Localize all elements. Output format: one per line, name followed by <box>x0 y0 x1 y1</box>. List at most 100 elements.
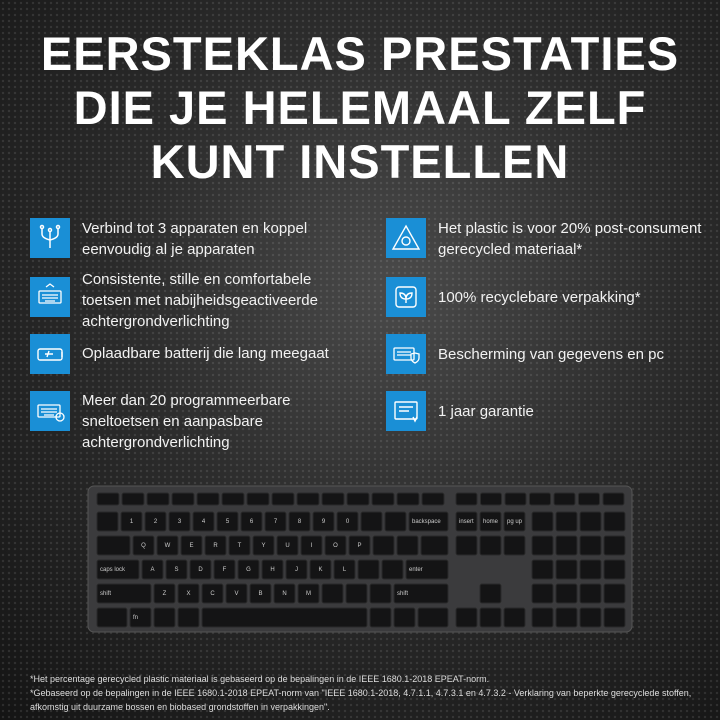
key <box>261 559 284 580</box>
key <box>324 535 347 556</box>
key <box>555 535 578 556</box>
key <box>141 559 164 580</box>
key <box>120 511 143 532</box>
icon-shortcuts <box>30 391 70 431</box>
key <box>246 492 270 506</box>
key <box>555 559 578 580</box>
key <box>405 559 449 580</box>
key <box>213 559 236 580</box>
key <box>225 583 248 604</box>
key <box>177 607 200 628</box>
key <box>479 607 502 628</box>
key <box>455 535 478 556</box>
key <box>578 492 600 506</box>
key <box>360 511 383 532</box>
key-label: 6 <box>250 519 254 525</box>
icon-packaging <box>386 277 426 317</box>
key-label: Z <box>163 591 167 597</box>
key-label: E <box>189 543 193 549</box>
key-label: shift <box>100 591 111 597</box>
key-label: R <box>213 543 218 549</box>
key-label: Q <box>141 543 146 549</box>
key-label: U <box>285 543 289 549</box>
key <box>168 511 191 532</box>
key <box>579 559 602 580</box>
title-line: DIE JE HELEMAAL ZELF <box>73 81 647 134</box>
key-label: Y <box>261 543 265 549</box>
key-label: 2 <box>154 519 158 525</box>
key <box>348 535 371 556</box>
key <box>531 535 554 556</box>
key-label: O <box>333 543 338 549</box>
key-label: H <box>270 567 274 573</box>
key-label: insert <box>459 519 474 525</box>
key-label: B <box>258 591 262 597</box>
title-line: EERSTEKLAS PRESTATIES <box>40 27 680 80</box>
key <box>249 583 272 604</box>
icon-battery <box>30 334 70 374</box>
key <box>369 583 392 604</box>
key <box>555 607 578 628</box>
key <box>603 559 626 580</box>
key-label: K <box>318 567 322 573</box>
key <box>165 559 188 580</box>
key-label: D <box>198 567 203 573</box>
key-label: T <box>238 543 242 549</box>
key-label: backspace <box>412 519 441 525</box>
key <box>96 511 119 532</box>
icon-warranty <box>386 391 426 431</box>
key <box>384 511 407 532</box>
key <box>531 559 554 580</box>
key-label: N <box>282 591 286 597</box>
key <box>153 583 176 604</box>
key <box>503 535 526 556</box>
key-label: pg up <box>507 519 523 525</box>
key-label: X <box>186 591 190 597</box>
key <box>503 511 526 532</box>
key <box>479 511 502 532</box>
key <box>309 559 332 580</box>
key <box>357 559 380 580</box>
key <box>553 492 576 506</box>
key-label: 4 <box>202 519 206 525</box>
key <box>417 607 449 628</box>
key <box>603 583 626 604</box>
key-label: C <box>210 591 215 597</box>
key-label: shift <box>397 591 408 597</box>
key <box>201 607 368 628</box>
key <box>555 511 578 532</box>
key <box>201 583 224 604</box>
key <box>396 535 419 556</box>
key <box>455 607 478 628</box>
key-label: L <box>343 567 347 573</box>
key-label: 5 <box>226 519 230 525</box>
icon-keys <box>30 277 70 317</box>
key <box>153 607 176 628</box>
key <box>603 535 626 556</box>
key <box>180 535 203 556</box>
key-label: fn <box>133 615 138 621</box>
key <box>393 583 449 604</box>
key <box>321 492 345 506</box>
feature-text: 100% recyclebare verpakking* <box>438 289 641 306</box>
key <box>221 492 245 506</box>
key-label: home <box>483 519 499 525</box>
key <box>146 492 170 506</box>
footnote: *Gebaseerd op de bepalingen in de IEEE 1… <box>30 688 692 712</box>
key <box>196 492 220 506</box>
key <box>345 583 368 604</box>
key <box>371 492 395 506</box>
icon-recycled <box>386 218 426 258</box>
key-label: M <box>306 591 311 597</box>
key-label: 7 <box>274 519 278 525</box>
key-label: J <box>295 567 298 573</box>
key-label: P <box>357 543 361 549</box>
key-label: A <box>150 567 154 573</box>
key-label: 1 <box>130 519 134 525</box>
key-label: 8 <box>298 519 302 525</box>
key <box>531 511 554 532</box>
key <box>420 535 449 556</box>
key <box>346 492 370 506</box>
